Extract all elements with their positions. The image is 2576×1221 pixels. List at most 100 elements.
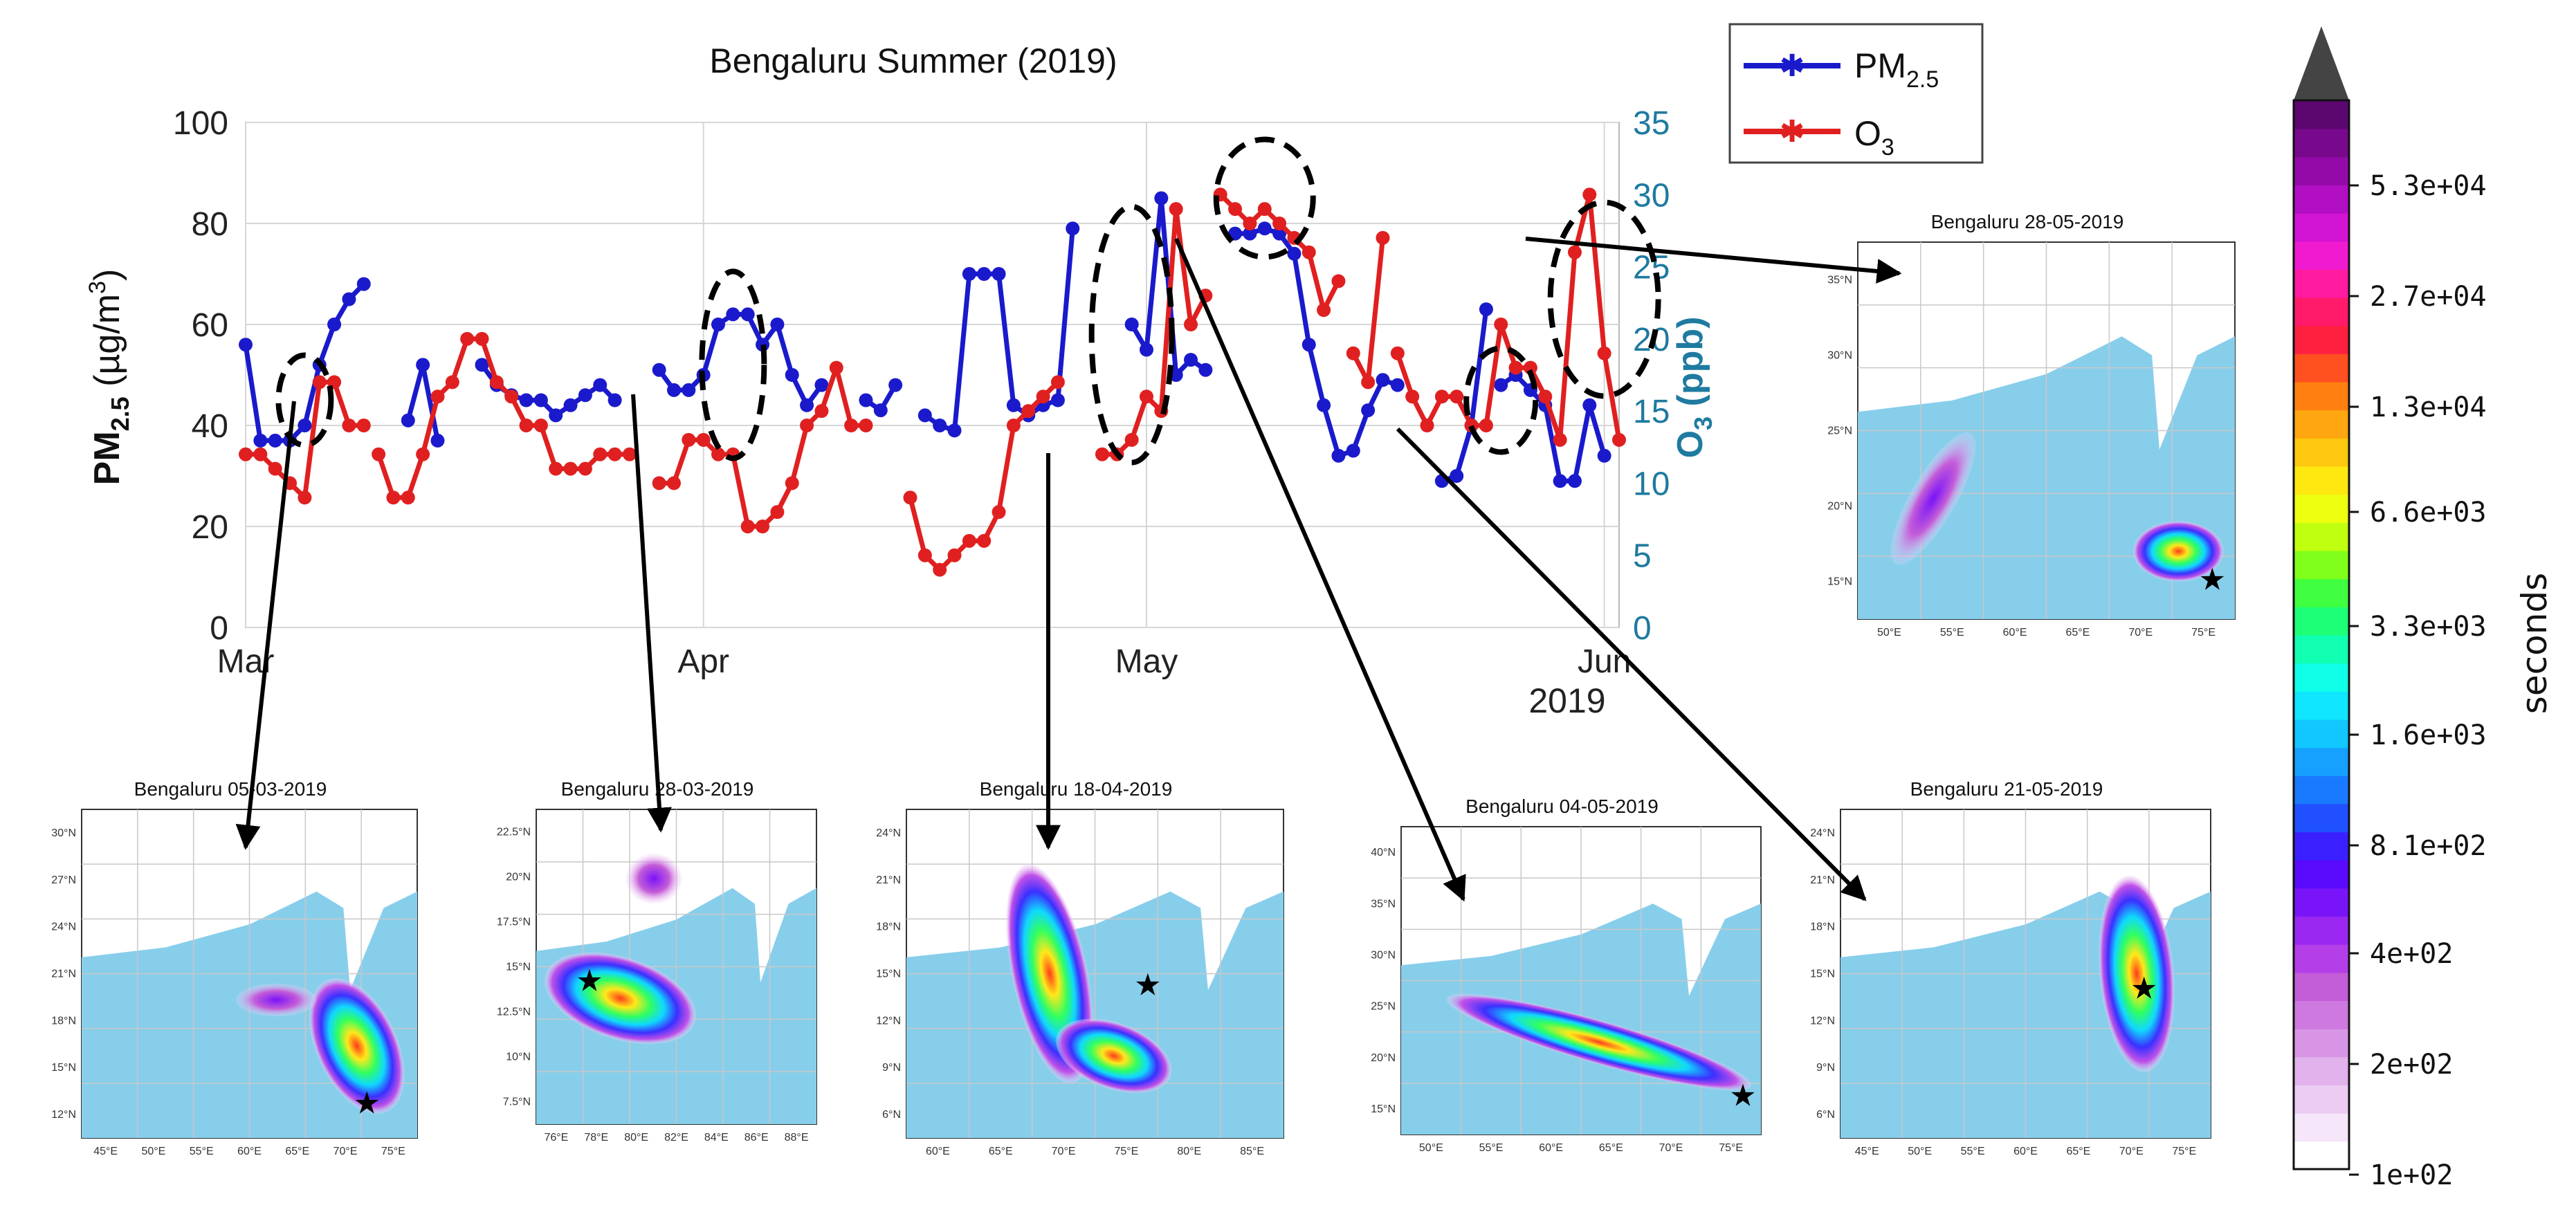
data-point — [770, 505, 785, 520]
data-point — [1036, 389, 1050, 404]
trajectory-plume — [309, 978, 405, 1114]
data-point — [1287, 246, 1301, 261]
legend: ✱ PM2.5 ✱ O3 — [1728, 23, 1984, 164]
data-point — [917, 548, 932, 562]
x-tick-label: Apr — [677, 643, 729, 680]
legend-pm-sub: 2.5 — [1906, 66, 1939, 93]
data-point — [844, 419, 859, 432]
data-point — [475, 331, 489, 346]
legend-marker-pm25: ✱ — [1780, 48, 1805, 84]
y-label-left-unit: (µg/m — [87, 294, 127, 396]
data-point — [1479, 419, 1493, 432]
series-o3 — [239, 187, 1626, 577]
colorbar-step — [2294, 1085, 2349, 1114]
data-point — [489, 375, 504, 389]
map-y-tick: 10°N — [506, 1052, 531, 1063]
data-point — [977, 533, 992, 548]
map-y-tick: 30°N — [1371, 949, 1396, 961]
arrow-to-map-21-05 — [1396, 427, 1867, 901]
data-point — [1346, 443, 1360, 458]
data-point — [1257, 202, 1272, 217]
arrow-to-map-28-03 — [631, 394, 672, 833]
trajectory-plume — [2099, 875, 2175, 1072]
x-tick-label: May — [1115, 643, 1178, 680]
data-point — [1050, 393, 1065, 407]
map-y-tick: 18°N — [51, 1015, 76, 1027]
data-point — [430, 389, 445, 404]
colorbar-tick-label: 6.6e+03 — [2370, 497, 2487, 529]
x-axis-year: 2019 — [1528, 681, 1605, 720]
data-point — [549, 408, 563, 423]
map-x-tick: 85°E — [1240, 1146, 1264, 1157]
data-point — [652, 362, 666, 377]
colorbar-step — [2294, 1141, 2349, 1170]
map-y-tick: 12.5°N — [497, 1007, 531, 1018]
data-point — [1331, 448, 1346, 463]
map-x-tick: 70°E — [1659, 1142, 1683, 1154]
map-y-tick: 30°N — [1827, 350, 1852, 362]
colorbar-step — [2294, 268, 2349, 298]
data-point — [888, 378, 903, 392]
legend-pm-main: PM — [1854, 46, 1906, 85]
map-y-tick: 24°N — [51, 921, 76, 933]
map-title: Bengaluru 05-03-2019 — [134, 778, 327, 800]
map-title: Bengaluru 04-05-2019 — [1465, 796, 1659, 817]
y-left-tick-label: 80 — [192, 206, 228, 243]
data-point — [386, 490, 401, 505]
map-x-tick: 75°E — [1719, 1142, 1743, 1154]
y-axis-left-label: PM2.5 (µg/m3) — [84, 269, 134, 486]
map-x-tick: 60°E — [2003, 627, 2027, 639]
map-x-tick: 55°E — [190, 1146, 214, 1157]
y-left-tick-label: 60 — [192, 307, 228, 344]
colorbar-step — [2294, 466, 2349, 495]
legend-o3-main: O — [1854, 114, 1881, 153]
data-point — [356, 419, 371, 432]
map-y-tick: 6°N — [1816, 1109, 1835, 1121]
data-point — [401, 490, 415, 505]
highlight-ellipse — [275, 352, 334, 448]
data-point — [593, 447, 608, 461]
highlight-ellipse — [699, 268, 767, 461]
data-point — [1538, 389, 1553, 404]
map-x-tick: 76°E — [544, 1132, 568, 1144]
map-x-tick: 50°E — [1877, 627, 1901, 639]
data-point — [608, 447, 622, 461]
data-point — [740, 520, 755, 533]
colorbar-step — [2294, 663, 2349, 692]
data-point — [1021, 404, 1036, 419]
colorbar-step — [2294, 1056, 2349, 1086]
data-point — [239, 447, 253, 461]
colorbar-step — [2294, 297, 2349, 327]
y-right-tick-label: 0 — [1633, 610, 1652, 647]
data-point — [533, 419, 548, 432]
data-point — [1420, 419, 1434, 432]
data-point — [312, 375, 327, 389]
data-point — [1361, 375, 1376, 389]
data-point — [1331, 274, 1346, 288]
map-x-tick: 82°E — [664, 1132, 688, 1144]
data-point — [1317, 398, 1331, 412]
data-point — [1154, 191, 1169, 205]
map-x-tick: 78°E — [584, 1132, 608, 1144]
data-point — [756, 520, 770, 533]
colorbar-step — [2294, 832, 2349, 861]
colorbar-step — [2294, 747, 2349, 776]
data-point — [726, 307, 740, 322]
trajectory-plume — [1446, 993, 1752, 1091]
data-point — [711, 318, 726, 331]
data-point — [253, 433, 268, 448]
data-point — [1567, 245, 1582, 259]
map-x-tick: 55°E — [1940, 627, 1964, 639]
data-point — [1390, 346, 1405, 360]
colorbar-step — [2294, 578, 2349, 607]
data-point — [962, 533, 976, 548]
data-point — [1317, 303, 1331, 318]
highlight-ellipse — [1547, 199, 1661, 399]
data-point — [666, 383, 681, 397]
colorbar-step — [2294, 184, 2349, 214]
colorbar-step — [2294, 550, 2349, 580]
map-x-tick: 70°E — [2128, 627, 2153, 639]
data-point — [785, 476, 799, 490]
legend-label-o3: O3 — [1854, 114, 1894, 160]
